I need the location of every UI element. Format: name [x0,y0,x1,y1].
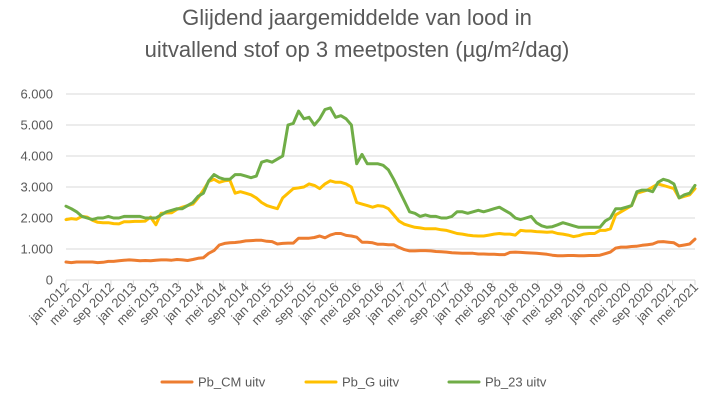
legend-label: Pb_CM uitv [198,375,266,390]
series-line-3 [64,106,697,229]
legend-label: Pb_G uitv [342,375,400,390]
y-tick-label: 6.000 [20,87,53,102]
y-tick-label: 5.000 [20,118,53,133]
y-tick-label: 0 [46,273,53,288]
series-line-2 [64,177,697,239]
y-tick-label: 1.000 [20,242,53,257]
y-tick-label: 4.000 [20,149,53,164]
chart-title-line2: uitvallend stof op 3 meetposten (µg/m²/d… [144,37,570,62]
chart-title-line1: Glijdend jaargemiddelde van lood in [182,5,532,30]
y-tick-label: 2.000 [20,211,53,226]
legend-label: Pb_23 uitv [485,375,547,390]
y-tick-label: 3.000 [20,180,53,195]
series-line-1 [64,232,697,265]
